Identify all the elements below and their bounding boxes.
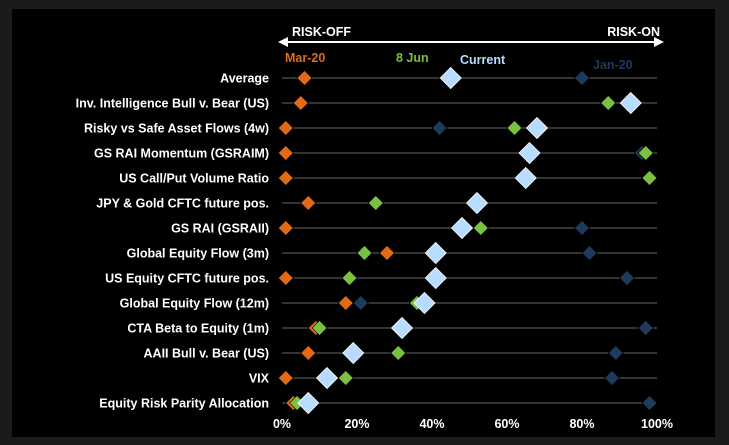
point-current-us-call-put-volume-ratio	[514, 166, 537, 190]
point-jan-20-global-equity-flow-3m	[581, 245, 598, 261]
legend-mar-20: Mar-20	[285, 51, 325, 65]
point-mar-20-gs-rai-gsraii	[277, 220, 294, 236]
risk-on-label: RISK-ON	[607, 25, 660, 39]
legend-8-jun: 8 Jun	[396, 51, 429, 65]
x-tick-label: 80%	[569, 417, 594, 431]
point-mar-20-inv-intelligence-bull-v-bear-us	[292, 95, 309, 111]
category-label: GS RAI Momentum (GSRAIM)	[94, 147, 269, 161]
legend-jan-20: Jan-20	[593, 58, 633, 72]
category-label: JPY & Gold CFTC future pos.	[96, 197, 269, 211]
x-tick-label: 0%	[273, 417, 291, 431]
point-current-us-equity-cftc-future-pos	[424, 266, 447, 290]
risk-off-label: RISK-OFF	[292, 25, 351, 39]
category-labels: Average Inv. Intelligence Bull v. Bear (U…	[76, 72, 270, 411]
point-mar-20-risky-vs-safe-asset-flows-4w	[277, 120, 294, 136]
point-mar-20-global-equity-flow-3m	[379, 245, 395, 261]
risk-appetite-chart: Average Inv. Intelligence Bull v. Bear (U…	[76, 25, 673, 431]
point-jan-20-vix	[604, 370, 620, 386]
category-label: US Call/Put Volume Ratio	[119, 172, 269, 186]
point-8-jun-us-call-put-volume-ratio	[641, 170, 658, 186]
point-current-jpy-gold-cftc-future-pos	[465, 191, 489, 215]
point-current-cta-beta-to-equity-1m	[390, 316, 414, 340]
point-jan-20-equity-risk-parity-allocation	[641, 395, 658, 411]
point-8-jun-gs-rai-gsraii	[472, 220, 489, 236]
chart-header: RISK-OFF RISK-ON Mar-20 8 Jun Current Ja…	[278, 25, 664, 72]
category-label: US Equity CFTC future pos.	[105, 272, 269, 286]
category-label: Global Equity Flow (3m)	[127, 247, 269, 261]
category-label: Equity Risk Parity Allocation	[99, 397, 269, 411]
x-tick-label: 20%	[344, 417, 369, 431]
point-8-jun-us-equity-cftc-future-pos	[341, 270, 358, 286]
point-current-global-equity-flow-3m	[424, 241, 447, 265]
point-jan-20-us-equity-cftc-future-pos	[619, 270, 635, 286]
point-jan-20-gs-rai-gsraii	[574, 220, 590, 236]
point-current-global-equity-flow-12m	[413, 291, 436, 315]
x-tick-label: 100%	[641, 417, 673, 431]
point-current-vix	[315, 366, 339, 390]
point-8-jun-vix	[337, 370, 354, 386]
point-jan-20-global-equity-flow-12m	[352, 295, 369, 311]
point-8-jun-gs-rai-momentum-gsraim	[637, 145, 654, 161]
point-current-inv-intelligence-bull-v-bear-us	[619, 91, 642, 115]
point-jan-20-risky-vs-safe-asset-flows-4w	[431, 120, 448, 136]
point-current-aaii-bull-v-bear-us	[342, 341, 365, 365]
point-mar-20-aaii-bull-v-bear-us	[300, 345, 317, 361]
category-label: Global Equity Flow (12m)	[120, 297, 269, 311]
point-8-jun-global-equity-flow-3m	[356, 245, 373, 261]
point-8-jun-cta-beta-to-equity-1m	[311, 320, 328, 336]
row-gridlines	[282, 77, 657, 404]
point-8-jun-aaii-bull-v-bear-us	[390, 345, 407, 361]
point-8-jun-jpy-gold-cftc-future-pos	[367, 195, 384, 211]
point-mar-20-vix	[277, 370, 294, 386]
point-mar-20-global-equity-flow-12m	[337, 295, 354, 311]
point-mar-20-us-equity-cftc-future-pos	[277, 270, 294, 286]
x-axis-ticks: 0% 20% 40% 60% 80% 100%	[273, 417, 673, 431]
point-current-gs-rai-gsraii	[450, 216, 474, 240]
legend-current: Current	[460, 53, 506, 67]
arrow-head-right	[654, 37, 664, 47]
category-label: Average	[220, 72, 269, 86]
point-mar-20-gs-rai-momentum-gsraim	[277, 145, 294, 161]
point-mar-20-us-call-put-volume-ratio	[277, 170, 294, 186]
x-tick-label: 40%	[419, 417, 444, 431]
category-label: CTA Beta to Equity (1m)	[127, 322, 269, 336]
arrow-head-left	[278, 37, 288, 47]
point-current-risky-vs-safe-asset-flows-4w	[525, 116, 549, 140]
chart-panel: Average Inv. Intelligence Bull v. Bear (U…	[12, 9, 715, 437]
point-jan-20-aaii-bull-v-bear-us	[607, 345, 624, 361]
point-8-jun-risky-vs-safe-asset-flows-4w	[506, 120, 523, 136]
category-label: AAII Bull v. Bear (US)	[144, 347, 269, 361]
point-mar-20-jpy-gold-cftc-future-pos	[300, 195, 317, 211]
point-mar-20-average	[296, 70, 313, 86]
data-points	[277, 66, 658, 415]
point-current-gs-rai-momentum-gsraim	[518, 141, 541, 165]
x-tick-label: 60%	[494, 417, 519, 431]
point-jan-20-cta-beta-to-equity-1m	[637, 320, 654, 336]
category-label: Inv. Intelligence Bull v. Bear (US)	[76, 97, 269, 111]
point-8-jun-inv-intelligence-bull-v-bear-us	[600, 95, 617, 111]
point-current-average	[439, 66, 462, 90]
point-jan-20-average	[574, 70, 590, 86]
category-label: GS RAI (GSRAII)	[171, 222, 269, 236]
category-label: VIX	[249, 372, 270, 386]
point-current-equity-risk-parity-allocation	[297, 391, 320, 415]
category-label: Risky vs Safe Asset Flows (4w)	[84, 122, 269, 136]
